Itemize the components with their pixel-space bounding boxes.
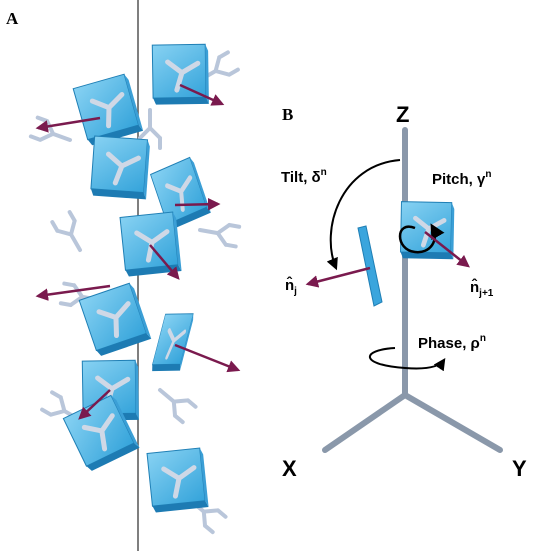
panel-label: B [282, 105, 293, 124]
annotation-text: n̂ [470, 277, 479, 296]
panel-label: A [6, 9, 19, 28]
axis-label: Z [396, 102, 409, 127]
page: {"panel_a": {"label": "A"}, "panel_b": {… [0, 0, 536, 551]
annotation-subscript: j [293, 286, 297, 297]
annotation: Phase, ρn [418, 333, 486, 352]
monomers [61, 35, 219, 517]
annotation: n̂j+1 [470, 277, 494, 299]
annotation-superscript: n [480, 333, 486, 344]
annotation: n̂j [285, 275, 297, 297]
annotation-subscript: j+1 [478, 288, 494, 299]
annotation: Tilt, δn [281, 167, 327, 186]
annotation: Pitch, γn [432, 169, 491, 188]
panel-a: A [6, 0, 239, 551]
normal-arrow [308, 268, 370, 284]
annotation-text: Phase, ρ [418, 335, 480, 352]
axis-label: X [282, 456, 297, 481]
annotation-text: Pitch, γ [432, 171, 486, 188]
tilted-monomer [358, 226, 382, 306]
figure: A [0, 0, 536, 551]
panel-b: B Z X Y Tilt, δn Pitch, γn Phase, ρn n̂j… [281, 102, 527, 481]
annotation-superscript: n [485, 169, 491, 180]
annotation-text: n̂ [285, 275, 294, 294]
axis-label: Y [512, 456, 527, 481]
annotation-text: Tilt, δ [281, 169, 321, 186]
annotation-superscript: n [321, 167, 327, 178]
